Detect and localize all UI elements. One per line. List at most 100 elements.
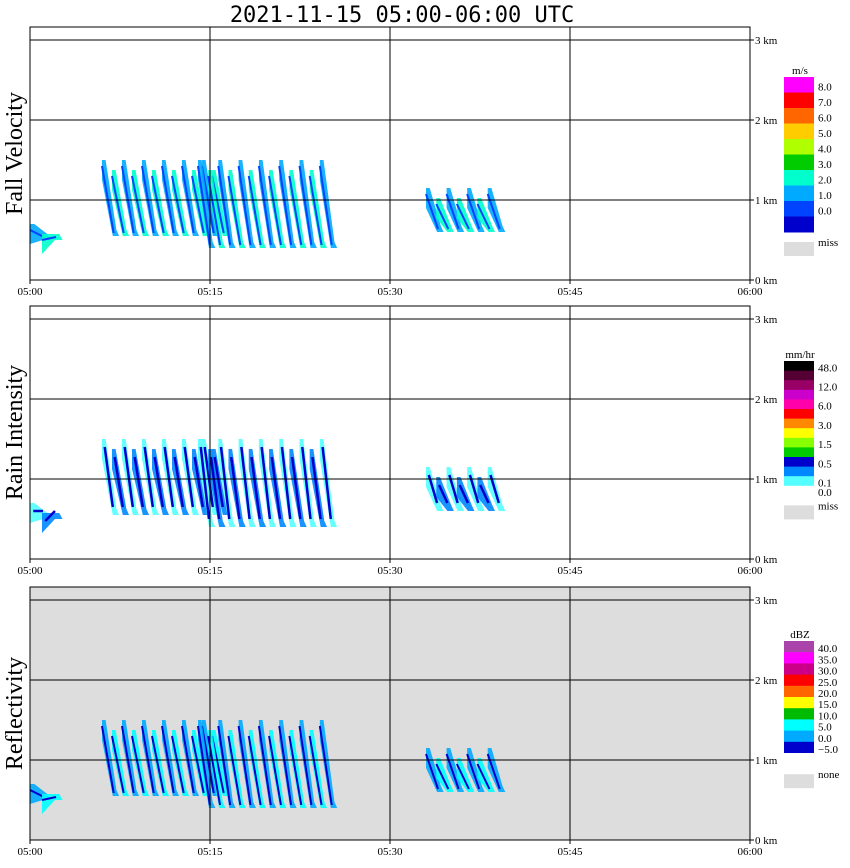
fall-velocity-echo-streak (152, 170, 170, 236)
reflectivity-echo-core (435, 763, 450, 790)
reflectivity-echo-core (278, 725, 293, 806)
reflectivity-echo-streak (182, 720, 200, 796)
reflectivity-colorbar-label: 0.0 (818, 733, 832, 745)
reflectivity-echo-core (29, 789, 45, 798)
fall-velocity-colorbar-cell (784, 154, 814, 171)
fall-velocity-colorbar: m/s 8.0 7.0 6.0 5.0 4.0 3.0 2.0 1.0 0.0 miss (784, 65, 838, 256)
rain-intensity-xtick-label: 06:00 (737, 565, 763, 577)
fall-velocity-colorbar-cell (784, 216, 814, 233)
fall-velocity-echo-streak (238, 160, 256, 248)
fall-velocity-colorbar-cell (784, 123, 814, 140)
fall-velocity-panel-label: Fall Velocity (2, 92, 28, 215)
fall-velocity-echo-core (288, 175, 303, 246)
reflectivity-colorbar-cell (784, 652, 814, 664)
fall-velocity-echo-4 (425, 188, 506, 232)
reflectivity-colorbar-cell (784, 730, 814, 743)
rain-intensity-echo-core (301, 446, 312, 520)
reflectivity-colorbar-cell (784, 674, 814, 687)
fall-velocity-echo-core (278, 165, 293, 246)
rain-intensity-colorbar-cell (784, 485, 814, 496)
rain-intensity-colorbar-cell (784, 409, 814, 420)
reflectivity-xtick-label: 05:45 (557, 846, 583, 858)
reflectivity-echo-core (247, 735, 262, 806)
reflectivity-colorbar-unit: dBZ (790, 629, 810, 641)
rain-intensity-colorbar-label: 3.0 (818, 420, 832, 432)
fall-velocity-colorbar-label: 7.0 (818, 97, 832, 109)
rain-intensity-echo-core (103, 446, 115, 508)
rain-intensity-echo-core (173, 456, 185, 508)
fall-velocity-echo-1 (29, 224, 63, 254)
reflectivity-echo-core (257, 725, 272, 806)
rain-intensity-colorbar-cell (784, 399, 814, 410)
rain-intensity-colorbar-missing-swatch (784, 505, 814, 520)
rain-intensity-colorbar-cell (784, 361, 814, 372)
fall-velocity-echo-3 (197, 160, 338, 248)
rain-intensity-echo-core (133, 456, 145, 508)
reflectivity-colorbar-label: 25.0 (818, 677, 838, 689)
fall-velocity-colorbar-missing-label: miss (818, 237, 838, 249)
reflectivity-echo-streak (248, 730, 267, 808)
reflectivity-echo-core (151, 735, 165, 794)
fall-velocity-echo-core (268, 175, 282, 246)
rain-intensity-echo-core (209, 456, 221, 520)
reflectivity-echo-streak (289, 730, 307, 808)
fall-velocity-echo-streak (218, 160, 236, 248)
reflectivity-echo-1 (29, 784, 63, 814)
reflectivity-echo-core (455, 763, 470, 790)
reflectivity-colorbar-label: 20.0 (818, 688, 838, 700)
rain-intensity-echo-core (468, 474, 480, 504)
rain-intensity-echo-4 (426, 467, 506, 511)
fall-velocity-xtick-label: 05:15 (197, 286, 223, 298)
fall-velocity-echo-core (237, 165, 252, 246)
rain-intensity-echo-core (219, 446, 231, 520)
rain-intensity-echo-core (229, 456, 241, 520)
fall-velocity-echo-core (318, 165, 333, 246)
rain-intensity-panel: 05:00 05:15 05:30 05:45 06:000 km 1 km 2 km 3 k… (2, 305, 838, 577)
rain-intensity-echo-core (448, 474, 459, 504)
fall-velocity-ytick-label: 1 km (755, 195, 778, 207)
rain-intensity-colorbar-cell (784, 466, 814, 477)
rain-intensity-ytick-label: 1 km (755, 474, 778, 486)
reflectivity-echo-streak (258, 720, 277, 808)
fall-velocity-echo-streak (112, 170, 130, 236)
fall-velocity-echo-core (308, 175, 323, 246)
fall-velocity-echo-streak (142, 160, 160, 236)
fall-velocity-ytick-label: 0 km (755, 275, 778, 287)
reflectivity-echo-core (217, 725, 232, 806)
fall-velocity-echo-core (435, 203, 450, 230)
rain-intensity-colorbar-label: 0.0 (818, 487, 832, 499)
reflectivity-echo-core (288, 735, 303, 806)
fall-velocity-echo-streak (162, 160, 180, 236)
rain-intensity-echo-core (427, 474, 439, 504)
rain-intensity-echo-core (280, 446, 292, 520)
reflectivity-echo-2 (101, 720, 230, 796)
reflectivity-colorbar-label: 40.0 (818, 643, 838, 655)
reflectivity-echo-streak (142, 720, 160, 796)
fall-velocity-echo-streak (309, 170, 328, 248)
fall-velocity-xtick-label: 05:00 (17, 286, 43, 298)
reflectivity-colorbar-cell (784, 719, 814, 732)
rain-intensity-colorbar-label: 12.0 (818, 381, 838, 393)
fall-velocity-colorbar-cell (784, 185, 814, 202)
reflectivity-echo-streak (192, 730, 210, 796)
rain-intensity-echo-core (250, 456, 261, 520)
reflectivity-echo-core (308, 735, 323, 806)
reflectivity-echo-streak (279, 720, 297, 808)
rain-intensity-xtick-label: 05:45 (557, 565, 583, 577)
fall-velocity-echo-core (151, 175, 165, 234)
reflectivity-echo-streak (436, 758, 454, 792)
reflectivity-echo-core (131, 735, 145, 794)
reflectivity-ytick-label: 1 km (755, 755, 778, 767)
reflectivity-colorbar-cell (784, 697, 814, 709)
rain-intensity-echo-core (290, 456, 302, 520)
fall-velocity-colorbar-label: 1.0 (818, 190, 832, 202)
fall-velocity-echo-streak (192, 170, 210, 236)
reflectivity-echo-3 (197, 720, 338, 808)
rain-intensity-colorbar-cell (784, 476, 814, 487)
fall-velocity-colorbar-cell (784, 77, 814, 93)
rain-intensity-echo-core (321, 446, 333, 520)
rain-intensity-echo-core (203, 446, 215, 508)
reflectivity-colorbar: dBZ 40.035.030.025.020.015.010.05.00.0−5.… (784, 629, 840, 789)
reflectivity-echo-streak (238, 720, 256, 808)
